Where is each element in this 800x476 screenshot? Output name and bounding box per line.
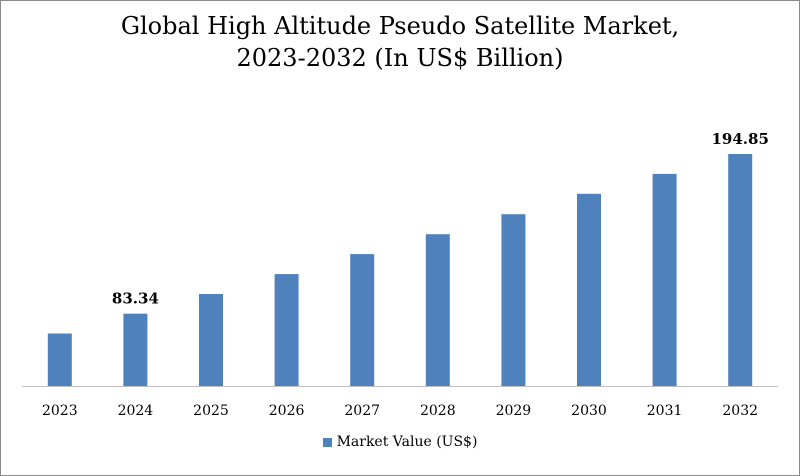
x-tick-label-2027: 2027	[344, 403, 380, 419]
chart-title-line-2: 2023-2032 (In US$ Billion)	[236, 44, 564, 72]
x-tick-label-2023: 2023	[42, 403, 78, 419]
x-tick-label-2030: 2030	[571, 403, 607, 419]
bar-2031	[652, 173, 677, 386]
bar-2028	[425, 234, 450, 386]
x-tick-label-2029: 2029	[496, 403, 532, 419]
chart-title-line-1: Global High Altitude Pseudo Satellite Ma…	[120, 12, 680, 40]
bar-2026	[274, 274, 299, 386]
x-tick-label-2032: 2032	[722, 403, 758, 419]
x-tick-label-2026: 2026	[269, 403, 305, 419]
legend-swatch	[322, 437, 332, 447]
bar-2025	[199, 294, 223, 386]
bar-2027	[350, 254, 375, 386]
x-tick-label-2028: 2028	[420, 403, 456, 419]
chart-legend: Market Value (US$)	[0, 434, 800, 450]
legend-label: Market Value (US$)	[336, 434, 478, 450]
data-label-2032: 194.85	[711, 130, 768, 148]
bar-2030	[577, 193, 601, 386]
bar-2024	[123, 313, 148, 386]
x-tick-label-2025: 2025	[193, 403, 229, 419]
x-tick-label-2031: 2031	[647, 403, 683, 419]
data-label-2024: 83.34	[112, 290, 159, 308]
chart-title: Global High Altitude Pseudo Satellite Ma…	[0, 10, 800, 74]
bar-2023	[47, 333, 72, 386]
x-tick-label-2024: 2024	[118, 403, 154, 419]
bar-2029	[501, 214, 526, 386]
bar-2032	[728, 154, 753, 386]
